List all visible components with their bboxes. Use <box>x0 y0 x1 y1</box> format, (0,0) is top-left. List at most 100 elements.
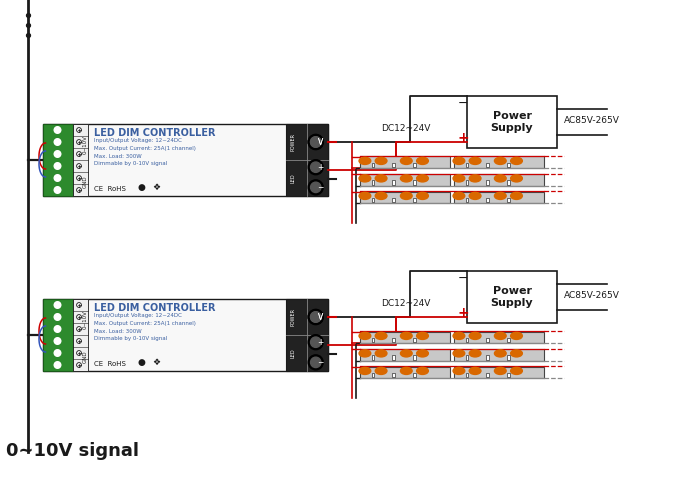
Bar <box>413 180 416 185</box>
Bar <box>372 355 375 360</box>
Text: −: − <box>317 358 323 367</box>
Bar <box>413 338 416 343</box>
Ellipse shape <box>359 350 371 357</box>
Ellipse shape <box>416 175 428 182</box>
Ellipse shape <box>400 192 412 199</box>
Circle shape <box>54 175 61 181</box>
Ellipse shape <box>453 368 465 374</box>
Circle shape <box>54 163 61 170</box>
Bar <box>360 367 449 378</box>
Bar <box>486 163 489 168</box>
Circle shape <box>308 355 323 370</box>
Ellipse shape <box>375 175 387 182</box>
Bar <box>372 338 375 343</box>
Circle shape <box>54 127 61 133</box>
Text: CE  RoHS: CE RoHS <box>94 361 126 367</box>
Ellipse shape <box>375 368 387 374</box>
Bar <box>507 180 510 185</box>
Bar <box>466 355 468 360</box>
Bar <box>486 372 489 377</box>
Circle shape <box>308 310 323 324</box>
Ellipse shape <box>510 157 522 165</box>
Circle shape <box>308 134 323 149</box>
Bar <box>73 124 88 196</box>
Ellipse shape <box>494 350 506 357</box>
Bar <box>486 355 489 360</box>
Text: POWER: POWER <box>290 133 295 151</box>
Bar <box>454 174 543 186</box>
Text: Max. Load: 300W: Max. Load: 300W <box>94 153 141 159</box>
Bar <box>393 163 395 168</box>
Circle shape <box>308 335 323 350</box>
Ellipse shape <box>469 350 481 357</box>
Text: Input/Output Voltage: 12~24DC: Input/Output Voltage: 12~24DC <box>94 313 182 318</box>
Circle shape <box>311 357 321 368</box>
Text: POWER: POWER <box>290 308 295 326</box>
Text: ❖: ❖ <box>152 358 160 367</box>
Circle shape <box>308 134 323 149</box>
Text: V: V <box>318 313 323 321</box>
Bar <box>393 180 395 185</box>
Ellipse shape <box>416 157 428 165</box>
Circle shape <box>311 182 321 193</box>
Ellipse shape <box>510 175 522 182</box>
Text: −: − <box>458 272 468 285</box>
Circle shape <box>54 338 61 344</box>
Bar <box>372 197 375 202</box>
Bar <box>372 372 375 377</box>
Bar <box>43 299 328 371</box>
Text: 0~10V: 0~10V <box>83 310 88 329</box>
Text: V: V <box>318 138 323 147</box>
Ellipse shape <box>375 157 387 165</box>
Text: Max. Output Current: 25A(1 channel): Max. Output Current: 25A(1 channel) <box>94 146 196 151</box>
Circle shape <box>54 187 61 193</box>
Bar <box>286 299 328 371</box>
Ellipse shape <box>400 368 412 374</box>
Bar <box>413 355 416 360</box>
Ellipse shape <box>510 368 522 374</box>
Ellipse shape <box>375 350 387 357</box>
Circle shape <box>54 151 61 157</box>
Bar <box>360 349 449 361</box>
Ellipse shape <box>469 157 481 165</box>
Circle shape <box>54 362 61 368</box>
Bar <box>466 163 468 168</box>
Bar <box>372 163 375 168</box>
Ellipse shape <box>453 350 465 357</box>
Text: Power
Supply: Power Supply <box>491 286 533 308</box>
Bar <box>43 124 328 196</box>
Bar <box>372 180 375 185</box>
Bar <box>413 372 416 377</box>
Bar <box>507 197 510 202</box>
Ellipse shape <box>469 192 481 199</box>
Ellipse shape <box>416 368 428 374</box>
Ellipse shape <box>494 157 506 165</box>
Ellipse shape <box>453 192 465 199</box>
Bar <box>393 372 395 377</box>
Ellipse shape <box>494 175 506 182</box>
Bar <box>360 156 449 168</box>
Text: LED DIM CONTROLLER: LED DIM CONTROLLER <box>94 303 216 313</box>
Ellipse shape <box>359 192 371 199</box>
Ellipse shape <box>416 350 428 357</box>
Bar <box>413 197 416 202</box>
Circle shape <box>308 160 323 175</box>
Bar <box>454 332 543 343</box>
Text: Max. Load: 300W: Max. Load: 300W <box>94 329 141 334</box>
Ellipse shape <box>359 157 371 165</box>
Text: Dimmable by 0-10V signal: Dimmable by 0-10V signal <box>94 161 167 167</box>
Text: −: − <box>458 97 468 110</box>
Text: ●: ● <box>138 358 146 367</box>
Text: GND: GND <box>83 350 88 363</box>
Ellipse shape <box>400 350 412 357</box>
Text: V: V <box>318 138 323 147</box>
Bar <box>486 338 489 343</box>
Circle shape <box>308 180 323 195</box>
Ellipse shape <box>375 332 387 340</box>
Ellipse shape <box>400 175 412 182</box>
Bar <box>360 174 449 186</box>
Bar <box>360 192 449 203</box>
Circle shape <box>54 326 61 332</box>
Bar <box>454 349 543 361</box>
Ellipse shape <box>359 332 371 340</box>
